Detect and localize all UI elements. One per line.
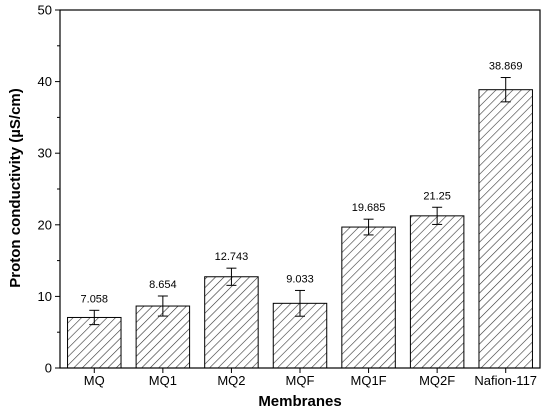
- y-tick-label: 40: [38, 74, 52, 89]
- x-axis-title: Membranes: [258, 393, 341, 409]
- y-tick-label: 50: [38, 3, 52, 18]
- bar: [341, 226, 396, 369]
- data-label: 21.25: [423, 190, 451, 202]
- data-label: 12.743: [215, 251, 249, 263]
- x-tick-label: Nafion-117: [474, 373, 537, 388]
- x-tick-label: MQ1: [149, 373, 177, 388]
- y-tick-label: 20: [38, 217, 52, 232]
- data-label: 38.869: [489, 61, 523, 73]
- x-tick-label: MQ2F: [419, 373, 455, 388]
- y-tick-label: 0: [45, 361, 52, 376]
- x-tick-label: MQF: [286, 373, 315, 388]
- data-label: 7.058: [81, 293, 109, 305]
- bar: [478, 89, 533, 369]
- data-label: 9.033: [286, 273, 314, 285]
- y-axis-title: Proton conductivity (µS/cm): [7, 88, 24, 288]
- data-label: 19.685: [352, 202, 386, 214]
- y-tick-label: 30: [38, 146, 52, 161]
- bar: [272, 302, 328, 369]
- y-tick-label: 10: [38, 289, 52, 304]
- bar: [204, 276, 259, 369]
- x-tick-label: MQ2: [217, 373, 245, 388]
- bar: [409, 215, 465, 369]
- plot-area: 0 10 20 30 40 50 MQ 7.058 MQ1 8.654 MQ2 12.743 MQF 9.…: [38, 3, 541, 388]
- x-tick-label: MQ: [84, 373, 105, 388]
- x-tick-label: MQ1F: [351, 373, 387, 388]
- data-label: 8.654: [149, 279, 177, 291]
